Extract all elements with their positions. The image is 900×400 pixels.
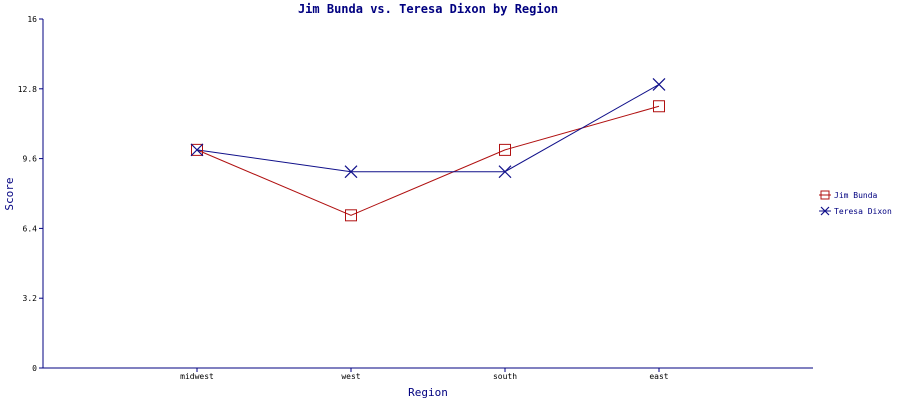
x-marker-stroke	[652, 78, 666, 91]
data-point-series-2	[344, 165, 358, 179]
x-tick-label: midwest	[180, 372, 214, 381]
legend-label: Jim Bunda	[834, 191, 878, 200]
y-tick-label: 6.4	[23, 224, 38, 233]
y-tick-label: 3.2	[23, 294, 38, 303]
legend-marker	[820, 190, 830, 200]
legend: Jim Bunda Teresa Dixon	[819, 190, 892, 216]
y-tick-label: 16	[27, 15, 37, 24]
series-line-2	[196, 84, 660, 173]
data-point-series-1	[345, 209, 357, 222]
data-point-series-1	[653, 100, 665, 113]
y-tick-label: 9.6	[23, 155, 38, 164]
legend-marker	[820, 206, 830, 216]
x-tick-label: south	[493, 372, 517, 381]
chart-title: Jim Bunda vs. Teresa Dixon by Region	[298, 2, 558, 16]
data-point-series-1	[191, 143, 203, 156]
series-line-1	[196, 105, 660, 216]
axes	[39, 18, 813, 372]
y-tick-label: 12.8	[18, 85, 37, 94]
data-point-series-2	[652, 78, 666, 91]
legend-label: Teresa Dixon	[834, 207, 892, 216]
data-point-series-2	[190, 143, 204, 157]
data-point-series-2	[498, 165, 512, 179]
x-tick-label: east	[649, 372, 668, 381]
series-layer	[190, 78, 666, 222]
data-point-series-1	[499, 143, 511, 156]
x-marker-stroke	[344, 165, 358, 179]
x-marker-stroke	[190, 143, 204, 157]
y-tick-label: 0	[32, 364, 37, 373]
tick-labels: 0 3.2 6.4 9.6 12.8 16 midwest west south east	[18, 15, 669, 381]
x-tick-label: west	[341, 372, 360, 381]
y-axis-label: Score	[3, 177, 16, 210]
x-axis-label: Region	[408, 386, 448, 399]
x-marker-stroke	[498, 165, 512, 179]
